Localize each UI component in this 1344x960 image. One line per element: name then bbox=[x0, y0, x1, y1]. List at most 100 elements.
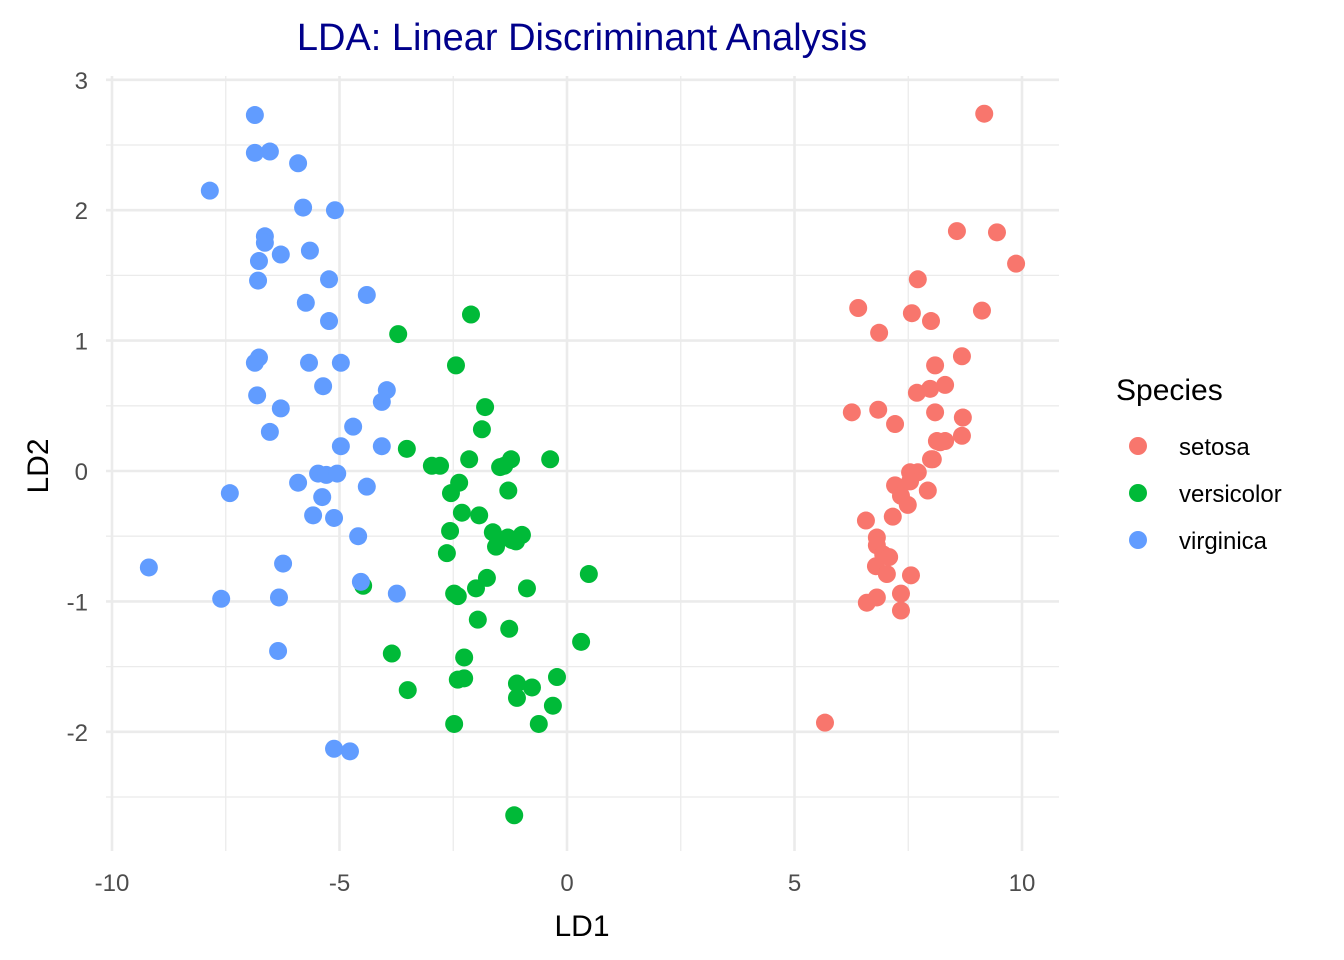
point-versicolor bbox=[441, 521, 460, 540]
point-setosa bbox=[953, 408, 972, 427]
point-versicolor bbox=[541, 450, 560, 469]
point-versicolor bbox=[529, 714, 548, 733]
point-virginica bbox=[325, 201, 344, 220]
y-tick-label: 3 bbox=[75, 68, 88, 95]
point-virginica bbox=[245, 106, 264, 125]
point-versicolor bbox=[448, 587, 467, 606]
point-virginica bbox=[372, 392, 391, 411]
point-virginica bbox=[357, 285, 376, 304]
x-tick-label: -10 bbox=[95, 870, 130, 897]
point-virginica bbox=[260, 422, 279, 441]
point-virginica bbox=[331, 353, 350, 372]
point-virginica bbox=[349, 527, 368, 546]
point-versicolor bbox=[507, 688, 526, 707]
point-virginica bbox=[294, 198, 313, 217]
point-virginica bbox=[325, 508, 344, 527]
point-setosa bbox=[987, 223, 1006, 242]
legend-label: setosa bbox=[1179, 434, 1250, 461]
chart-title: LDA: Linear Discriminant Analysis bbox=[297, 17, 867, 59]
point-setosa bbox=[877, 565, 896, 584]
point-setosa bbox=[815, 713, 834, 732]
x-axis-ticks: -10 -5 0 5 10 bbox=[95, 870, 1036, 897]
point-virginica bbox=[344, 417, 363, 436]
point-versicolor bbox=[522, 678, 541, 697]
x-tick-label: 5 bbox=[788, 870, 801, 897]
point-versicolor bbox=[507, 532, 526, 551]
point-setosa bbox=[972, 301, 991, 320]
point-virginica bbox=[289, 473, 308, 492]
point-versicolor bbox=[483, 523, 502, 542]
point-setosa bbox=[936, 375, 955, 394]
legend-key-setosa bbox=[1129, 437, 1147, 455]
point-virginica bbox=[300, 353, 319, 372]
point-setosa bbox=[922, 312, 940, 331]
point-virginica bbox=[271, 399, 290, 418]
legend-item-setosa: setosa bbox=[1129, 434, 1250, 461]
point-virginica bbox=[139, 558, 158, 577]
point-virginica bbox=[245, 143, 264, 162]
point-virginica bbox=[249, 252, 268, 271]
point-versicolor bbox=[472, 420, 491, 439]
series-versicolor bbox=[354, 305, 598, 825]
point-virginica bbox=[260, 142, 279, 161]
point-versicolor bbox=[382, 644, 401, 663]
point-versicolor bbox=[468, 610, 487, 629]
y-tick-label: -2 bbox=[67, 720, 88, 747]
point-versicolor bbox=[477, 568, 496, 587]
legend-label: virginica bbox=[1179, 528, 1268, 555]
point-setosa bbox=[856, 511, 875, 530]
point-setosa bbox=[926, 403, 945, 422]
point-versicolor bbox=[543, 696, 562, 715]
point-setosa bbox=[849, 299, 868, 317]
point-versicolor bbox=[476, 398, 495, 417]
point-setosa bbox=[902, 304, 921, 323]
point-setosa bbox=[880, 548, 899, 567]
point-versicolor bbox=[500, 619, 519, 638]
legend-item-virginica: virginica bbox=[1129, 528, 1268, 555]
point-versicolor bbox=[470, 506, 489, 525]
point-setosa bbox=[931, 433, 950, 452]
legend-key-virginica bbox=[1129, 531, 1147, 549]
point-virginica bbox=[255, 233, 274, 252]
point-virginica bbox=[269, 641, 288, 660]
point-virginica bbox=[328, 464, 347, 483]
point-virginica bbox=[300, 241, 319, 260]
point-setosa bbox=[883, 507, 902, 526]
point-versicolor bbox=[461, 305, 480, 324]
point-setosa bbox=[975, 104, 994, 123]
legend-items: setosa versicolor virginica bbox=[1129, 434, 1282, 555]
point-virginica bbox=[296, 293, 315, 312]
point-versicolor bbox=[547, 668, 566, 687]
y-tick-label: 0 bbox=[75, 459, 88, 486]
point-versicolor bbox=[495, 456, 514, 475]
point-versicolor bbox=[507, 674, 526, 693]
point-virginica bbox=[271, 245, 290, 264]
point-versicolor bbox=[389, 325, 408, 344]
legend-key-versicolor bbox=[1129, 484, 1147, 502]
point-virginica bbox=[274, 554, 293, 573]
point-versicolor bbox=[460, 450, 479, 469]
point-setosa bbox=[891, 584, 910, 603]
point-versicolor bbox=[437, 544, 456, 563]
x-tick-label: 10 bbox=[1009, 870, 1036, 897]
point-virginica bbox=[357, 477, 376, 496]
point-versicolor bbox=[505, 806, 524, 825]
y-tick-label: 1 bbox=[75, 329, 88, 356]
legend-label: versicolor bbox=[1179, 481, 1282, 508]
series-virginica bbox=[139, 106, 406, 761]
point-setosa bbox=[952, 426, 971, 445]
point-virginica bbox=[249, 348, 268, 367]
series-setosa bbox=[815, 104, 1026, 732]
point-virginica bbox=[212, 589, 231, 608]
minor-gridlines bbox=[106, 76, 1059, 851]
point-virginica bbox=[320, 312, 339, 331]
point-virginica bbox=[331, 437, 350, 456]
point-setosa bbox=[947, 222, 966, 241]
point-versicolor bbox=[517, 579, 536, 598]
point-versicolor bbox=[431, 456, 450, 475]
point-versicolor bbox=[455, 669, 474, 688]
x-axis-title: LD1 bbox=[554, 910, 609, 943]
point-virginica bbox=[220, 484, 239, 503]
point-versicolor bbox=[446, 356, 465, 375]
